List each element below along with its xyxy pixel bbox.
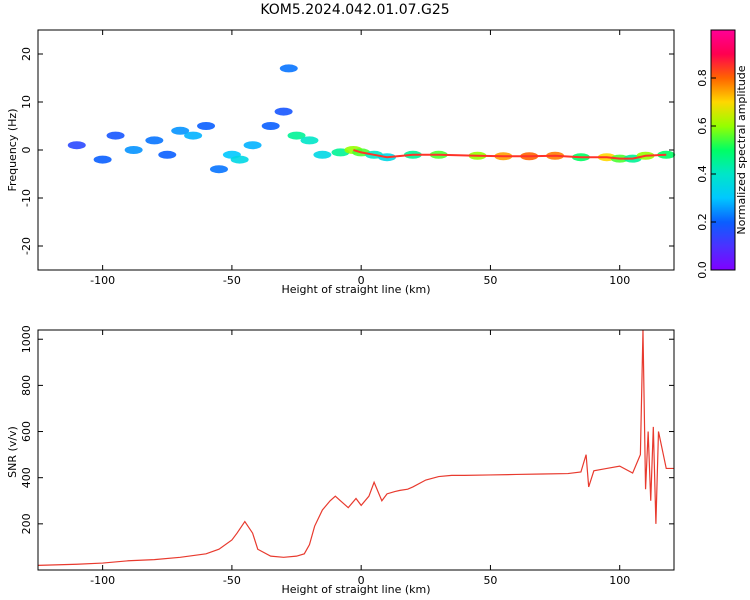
spectrogram-blob: [67, 141, 86, 150]
colorbar-tick-label: 0.0: [696, 261, 709, 279]
snr-x-tick-label: -50: [223, 574, 241, 587]
snr-x-tick-label: 0: [358, 574, 365, 587]
spectrogram-blob: [124, 146, 143, 154]
spectrogram-y-tick-label: -20: [20, 237, 33, 255]
snr-x-axis-label: Height of straight line (km): [281, 583, 430, 596]
spectrogram-blob: [171, 126, 190, 135]
spectrogram-x-ticks: -100 -50 0 50 100: [90, 30, 630, 287]
spectrogram-y-tick-label: 20: [20, 47, 33, 61]
spectrogram-x-tick-label: 100: [609, 274, 630, 287]
spectrogram-x-tick-label: 0: [358, 274, 365, 287]
spectrogram-x-tick-label: -100: [90, 274, 115, 287]
figure-title: KOM5.2024.042.01.07.G25: [260, 2, 449, 18]
spectrogram-y-tick-label: 10: [20, 95, 33, 109]
snr-series-line: [37, 329, 674, 566]
spectrogram-blob: [243, 141, 262, 150]
colorbar-tick-label: 0.6: [696, 117, 709, 135]
snr-y-tick-label: 400: [20, 467, 33, 488]
colorbar: 0.0 0.2 0.4 0.6 0.8 Normalized spectral ampl…: [696, 29, 748, 279]
spectrogram-blob: [261, 122, 280, 130]
spectrogram-blob: [197, 122, 216, 130]
spectrogram-blob: [287, 131, 306, 140]
spectrogram-x-tick-label: -50: [223, 274, 241, 287]
spectrogram-blob: [313, 150, 332, 159]
colorbar-tick-label: 0.8: [696, 69, 709, 87]
spectrogram-y-tick-label: 0: [20, 147, 33, 154]
snr-y-ticks: 200 400 600 800 1000: [20, 325, 674, 534]
snr-frame: [37, 329, 675, 571]
colorbar-tick-label: 0.4: [696, 165, 709, 183]
spectrogram-blob: [93, 155, 112, 164]
spectrogram-x-tick-label: 50: [483, 274, 497, 287]
spectrogram-blob: [158, 150, 177, 159]
spectrogram-x-axis-label: Height of straight line (km): [281, 283, 430, 296]
spectrogram-y-ticks: -20 -10 0 10 20: [20, 47, 674, 255]
spectrogram-blob: [279, 64, 298, 73]
colorbar-ticks: 0.0 0.2 0.4 0.6 0.8: [696, 69, 716, 279]
spectrogram-blob: [209, 165, 228, 174]
spectrogram-blob: [274, 107, 293, 116]
colorbar-gradient: [711, 30, 735, 270]
spectrogram-blobs: [67, 64, 676, 174]
spectrogram-blob: [106, 131, 125, 140]
snr-x-tick-label: 100: [609, 574, 630, 587]
colorbar-label: Normalized spectral amplitude: [735, 65, 748, 234]
spectrogram-blob: [300, 136, 319, 145]
snr-y-tick-label: 800: [20, 375, 33, 396]
snr-y-axis-label: SNR (v/v): [6, 426, 19, 478]
spectrogram-blob: [145, 136, 164, 145]
colorbar-tick-label: 0.2: [696, 213, 709, 231]
snr-y-tick-label: 600: [20, 421, 33, 442]
spectrogram-y-axis-label: Frequency (Hz): [6, 109, 19, 192]
snr-x-tick-label: -100: [90, 574, 115, 587]
spectrogram-y-tick-label: -10: [20, 189, 33, 207]
snr-x-ticks: -100 -50 0 50 100: [90, 330, 630, 587]
spectrogram-blob: [230, 155, 249, 164]
snr-line: [37, 329, 674, 566]
spectrogram-blob: [184, 131, 203, 140]
snr-y-tick-label: 200: [20, 513, 33, 534]
snr-panel: -100 -50 0 50 100 200 400 600 800 1000 Height of…: [6, 325, 675, 596]
snr-y-tick-label: 1000: [20, 325, 33, 353]
spectrogram-ridge: [353, 149, 667, 160]
colorbar-frame: [710, 29, 736, 271]
snr-x-tick-label: 50: [483, 574, 497, 587]
